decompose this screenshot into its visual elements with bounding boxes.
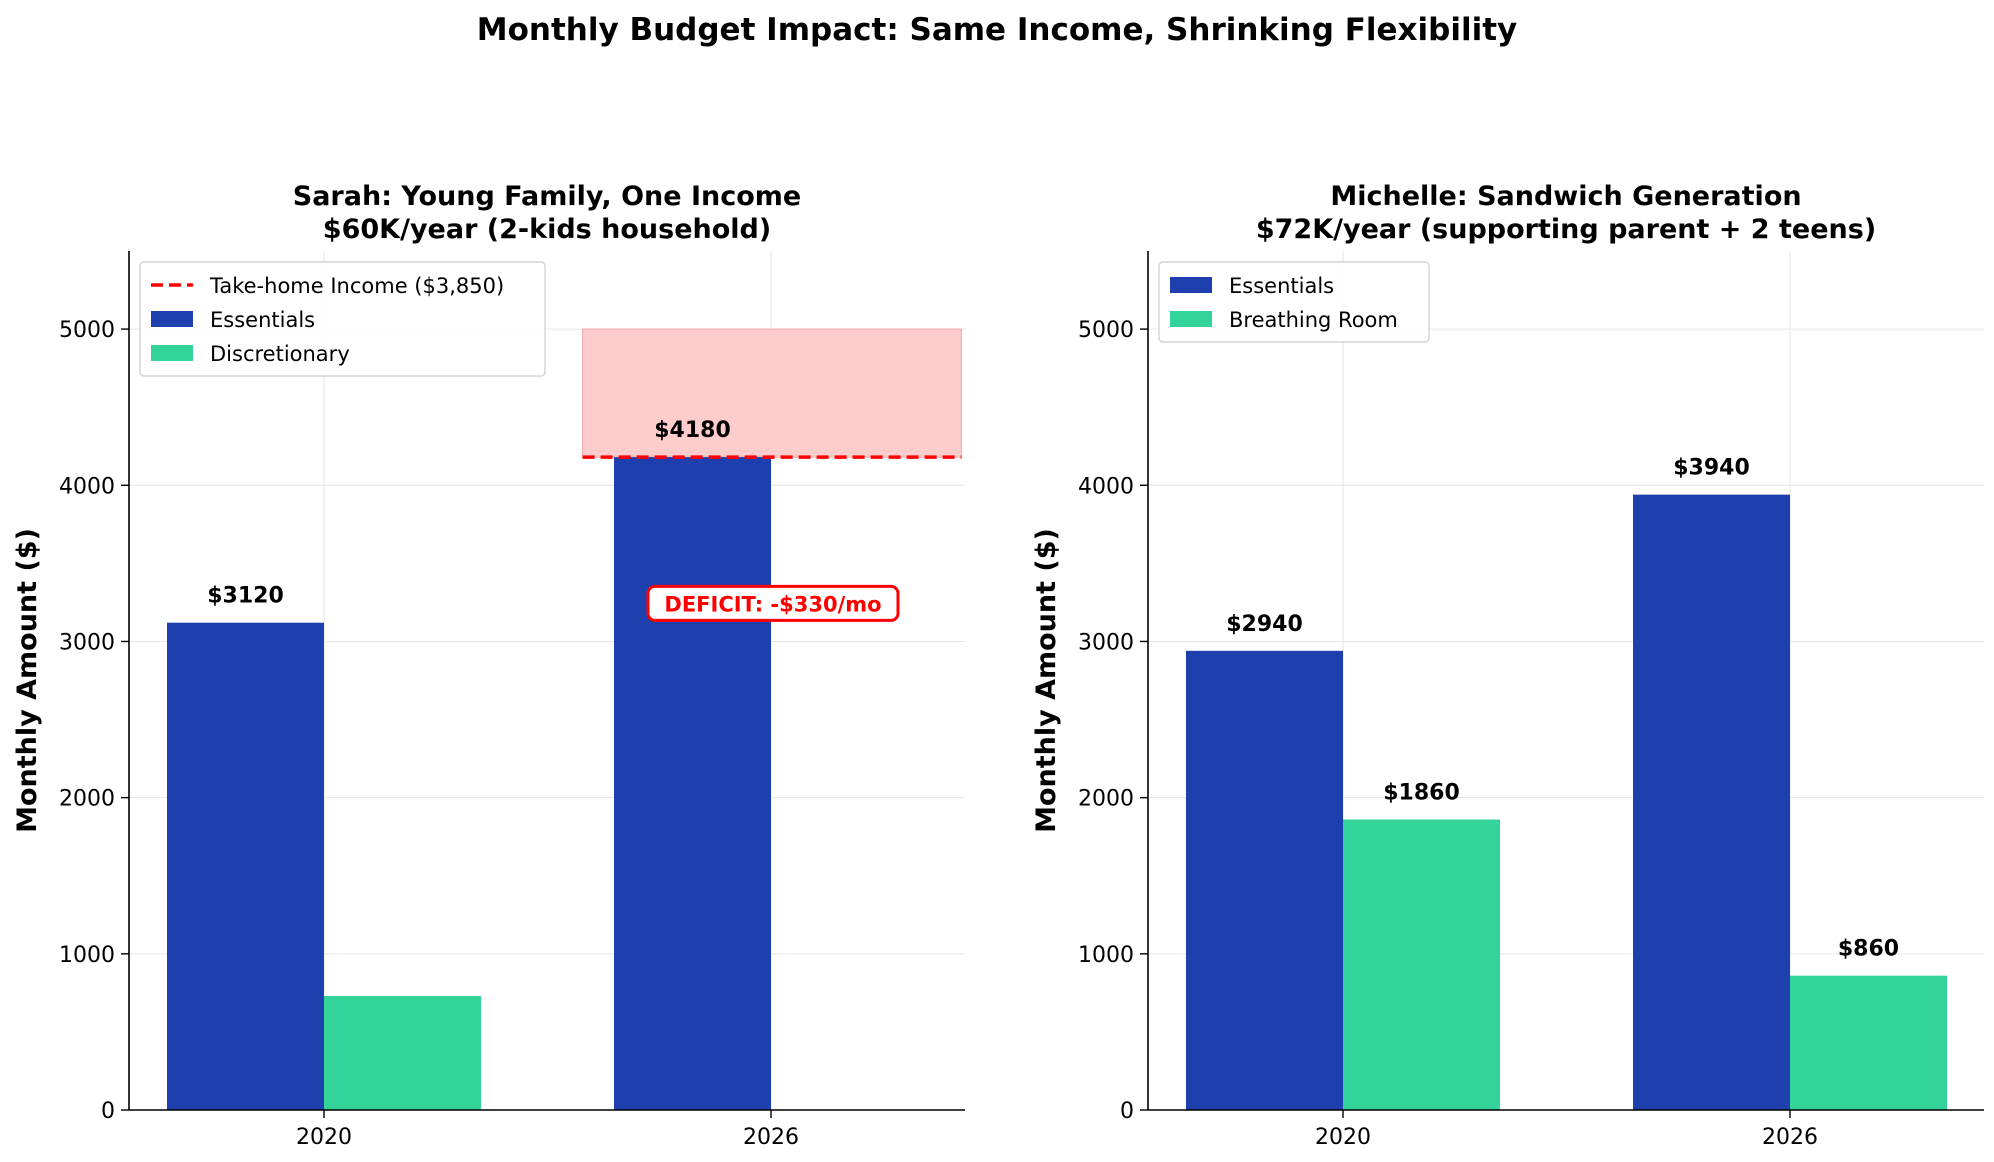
legend-swatch — [151, 345, 193, 361]
x-tick-label: 2020 — [1315, 1125, 1371, 1150]
panel-title-line: Sarah: Young Family, One Income — [293, 181, 801, 212]
bar-essentials — [1186, 650, 1343, 1110]
data-label: $3940 — [1673, 456, 1750, 481]
figure-title: Monthly Budget Impact: Same Income, Shri… — [477, 12, 1518, 48]
legend-swatch — [1170, 311, 1212, 327]
bar-essentials — [1633, 494, 1790, 1110]
bar-breathing-room — [1343, 819, 1500, 1110]
legend-swatch — [151, 311, 193, 327]
y-tick-label: 4000 — [59, 474, 115, 499]
deficit-annotation-box — [646, 584, 900, 622]
bar-breathing-room — [1790, 975, 1947, 1110]
chart-panel-1: $3120 $4180 DEFICIT: -$330/mo 0 1000 2000 3000… — [12, 181, 965, 1150]
legend-box — [139, 261, 546, 377]
legend-swatch — [1170, 277, 1212, 293]
y-tick-label: 2000 — [1078, 787, 1134, 812]
x-tick-label: 2020 — [296, 1125, 352, 1150]
y-tick-label: 5000 — [1078, 318, 1134, 343]
data-label: $2940 — [1226, 612, 1303, 637]
legend-label: Essentials — [210, 308, 315, 332]
data-label: $1860 — [1383, 781, 1460, 806]
y-tick-label: 4000 — [1078, 474, 1134, 499]
y-axis-label: Monthly Amount ($) — [1031, 528, 1062, 833]
bar-discretionary — [324, 995, 481, 1110]
y-tick-label: 0 — [1120, 1099, 1134, 1124]
y-axis-label: Monthly Amount ($) — [12, 528, 43, 833]
legend-box — [1158, 261, 1430, 343]
legend-label: Breathing Room — [1229, 308, 1398, 332]
x-tick-label: 2026 — [1762, 1125, 1818, 1150]
bar-essentials — [614, 457, 771, 1110]
deficit-region — [582, 328, 962, 458]
y-tick-label: 3000 — [1078, 630, 1134, 655]
data-label: $860 — [1838, 937, 1899, 962]
deficit-annotation: DEFICIT: -$330/mo — [664, 592, 881, 616]
y-tick-label: 0 — [101, 1099, 115, 1124]
legend-label: Essentials — [1229, 274, 1334, 298]
x-tick-label: 2026 — [743, 1125, 799, 1150]
y-tick-label: 2000 — [59, 787, 115, 812]
data-label: $4180 — [654, 418, 731, 443]
panel-title-line: Michelle: Sandwich Generation — [1330, 181, 1801, 212]
panel-title-line: $72K/year (supporting parent + 2 teens) — [1256, 214, 1876, 245]
legend-label: Take-home Income ($3,850) — [209, 274, 504, 298]
y-tick-label: 3000 — [59, 630, 115, 655]
y-tick-label: 5000 — [59, 318, 115, 343]
data-label: $3120 — [207, 584, 284, 609]
y-tick-label: 1000 — [59, 943, 115, 968]
y-tick-label: 1000 — [1078, 943, 1134, 968]
bar-essentials — [167, 622, 324, 1110]
panel-title-line: $60K/year (2-kids household) — [323, 214, 771, 245]
chart-panel-2: $2940 $3940 $1860 $860 0 1000 2000 3000 4000 5000… — [1031, 181, 1984, 1150]
legend-label: Discretionary — [210, 342, 350, 366]
